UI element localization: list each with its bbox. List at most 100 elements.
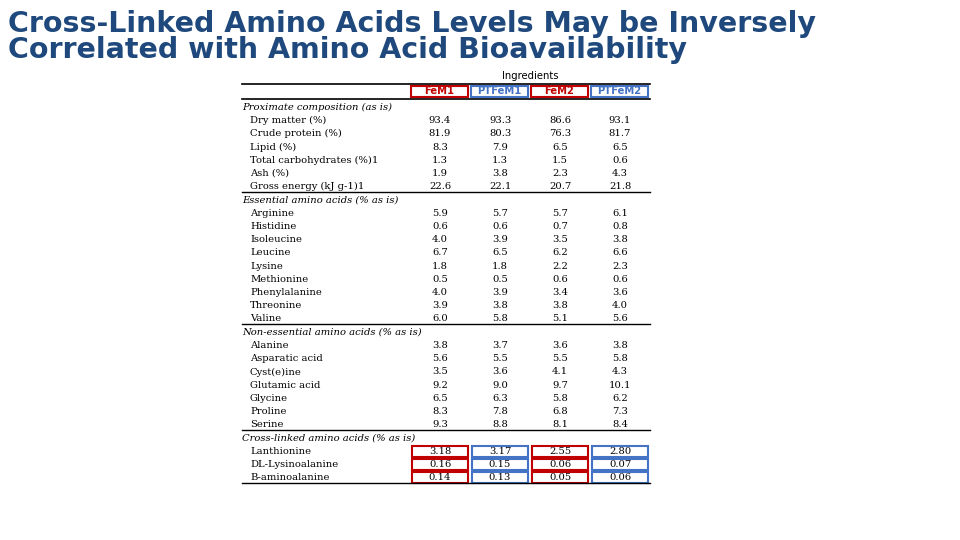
Text: 9.3: 9.3 — [432, 420, 448, 429]
Text: 5.5: 5.5 — [492, 354, 508, 363]
Text: 3.7: 3.7 — [492, 341, 508, 350]
Text: 93.1: 93.1 — [609, 116, 631, 125]
Text: Methionine: Methionine — [250, 275, 308, 284]
Text: B-aminoalanine: B-aminoalanine — [250, 474, 329, 482]
Text: Histidine: Histidine — [250, 222, 297, 231]
Text: Glycine: Glycine — [250, 394, 288, 403]
Text: Threonine: Threonine — [250, 301, 302, 310]
Text: 3.4: 3.4 — [552, 288, 568, 297]
Text: 1.5: 1.5 — [552, 156, 568, 165]
Text: 3.8: 3.8 — [612, 341, 628, 350]
Text: 0.6: 0.6 — [552, 275, 568, 284]
Text: 1.3: 1.3 — [492, 156, 508, 165]
Text: 5.6: 5.6 — [432, 354, 448, 363]
Text: 93.4: 93.4 — [429, 116, 451, 125]
FancyBboxPatch shape — [472, 472, 528, 483]
Text: 1.3: 1.3 — [432, 156, 448, 165]
Text: 0.14: 0.14 — [429, 474, 451, 482]
Text: FeM2: FeM2 — [544, 86, 574, 97]
FancyBboxPatch shape — [591, 86, 648, 97]
Text: 6.6: 6.6 — [612, 248, 628, 258]
Text: 3.8: 3.8 — [492, 169, 508, 178]
Text: 6.5: 6.5 — [432, 394, 448, 403]
FancyBboxPatch shape — [592, 459, 648, 470]
Text: PTFeM2: PTFeM2 — [597, 86, 641, 97]
Text: Alanine: Alanine — [250, 341, 289, 350]
Text: Valine: Valine — [250, 314, 281, 323]
Text: Asparatic acid: Asparatic acid — [250, 354, 323, 363]
Text: Lanthionine: Lanthionine — [250, 447, 311, 456]
Text: PTFeM1: PTFeM1 — [477, 86, 521, 97]
Text: 1.8: 1.8 — [432, 261, 448, 271]
Text: Serine: Serine — [250, 420, 283, 429]
Text: 0.07: 0.07 — [609, 460, 631, 469]
Text: 5.8: 5.8 — [492, 314, 508, 323]
Text: 5.7: 5.7 — [552, 209, 568, 218]
Text: 6.8: 6.8 — [552, 407, 568, 416]
Text: 7.3: 7.3 — [612, 407, 628, 416]
Text: 0.06: 0.06 — [549, 460, 571, 469]
Text: Phenylalanine: Phenylalanine — [250, 288, 322, 297]
Text: 1.9: 1.9 — [432, 169, 448, 178]
FancyBboxPatch shape — [412, 446, 468, 457]
Text: Leucine: Leucine — [250, 248, 291, 258]
FancyBboxPatch shape — [532, 459, 588, 470]
Text: 9.7: 9.7 — [552, 381, 568, 390]
Text: 5.1: 5.1 — [552, 314, 568, 323]
Text: 6.2: 6.2 — [552, 248, 568, 258]
FancyBboxPatch shape — [592, 472, 648, 483]
Text: 22.6: 22.6 — [429, 182, 451, 191]
Text: 5.8: 5.8 — [552, 394, 568, 403]
Text: 3.6: 3.6 — [612, 288, 628, 297]
Text: 2.3: 2.3 — [612, 261, 628, 271]
Text: 3.8: 3.8 — [492, 301, 508, 310]
Text: Gross energy (kJ g-1)1: Gross energy (kJ g-1)1 — [250, 182, 365, 191]
Text: 5.8: 5.8 — [612, 354, 628, 363]
Text: 86.6: 86.6 — [549, 116, 571, 125]
Text: 5.7: 5.7 — [492, 209, 508, 218]
Text: 8.8: 8.8 — [492, 420, 508, 429]
Text: 6.1: 6.1 — [612, 209, 628, 218]
Text: 81.9: 81.9 — [429, 129, 451, 138]
Text: 0.6: 0.6 — [612, 156, 628, 165]
Text: 3.8: 3.8 — [612, 235, 628, 244]
Text: Glutamic acid: Glutamic acid — [250, 381, 321, 390]
Text: 4.3: 4.3 — [612, 368, 628, 376]
Text: 3.6: 3.6 — [492, 368, 508, 376]
Text: 81.7: 81.7 — [609, 129, 631, 138]
Text: 0.13: 0.13 — [489, 474, 511, 482]
Text: 20.7: 20.7 — [549, 182, 571, 191]
Text: Cross-linked amino acids (% as is): Cross-linked amino acids (% as is) — [242, 434, 416, 443]
Text: 0.6: 0.6 — [612, 275, 628, 284]
Text: Isoleucine: Isoleucine — [250, 235, 302, 244]
Text: 9.0: 9.0 — [492, 381, 508, 390]
Text: 5.9: 5.9 — [432, 209, 448, 218]
FancyBboxPatch shape — [532, 472, 588, 483]
Text: 6.0: 6.0 — [432, 314, 448, 323]
Text: 8.4: 8.4 — [612, 420, 628, 429]
Text: Cyst(e)ine: Cyst(e)ine — [250, 367, 301, 376]
Text: 2.55: 2.55 — [549, 447, 571, 456]
Text: 3.9: 3.9 — [432, 301, 448, 310]
Text: 4.0: 4.0 — [432, 235, 448, 244]
Text: Correlated with Amino Acid Bioavailability: Correlated with Amino Acid Bioavailabili… — [8, 36, 687, 64]
Text: 8.1: 8.1 — [552, 420, 568, 429]
Text: 6.5: 6.5 — [612, 143, 628, 152]
FancyBboxPatch shape — [412, 459, 468, 470]
Text: Cross-Linked Amino Acids Levels May be Inversely: Cross-Linked Amino Acids Levels May be I… — [8, 10, 816, 38]
Text: 0.6: 0.6 — [432, 222, 448, 231]
Text: 3.5: 3.5 — [432, 368, 448, 376]
Text: 3.8: 3.8 — [552, 301, 568, 310]
Text: Lipid (%): Lipid (%) — [250, 143, 297, 152]
Text: 3.9: 3.9 — [492, 235, 508, 244]
Text: Ash (%): Ash (%) — [250, 169, 289, 178]
Text: DL-Lysinoalanine: DL-Lysinoalanine — [250, 460, 338, 469]
Text: 2.2: 2.2 — [552, 261, 568, 271]
Text: 8.3: 8.3 — [432, 143, 448, 152]
Text: 2.3: 2.3 — [552, 169, 568, 178]
Text: FeM1: FeM1 — [424, 86, 455, 97]
FancyBboxPatch shape — [531, 86, 588, 97]
Text: 22.1: 22.1 — [489, 182, 511, 191]
Text: 80.3: 80.3 — [489, 129, 511, 138]
Text: Total carbohydrates (%)1: Total carbohydrates (%)1 — [250, 156, 378, 165]
